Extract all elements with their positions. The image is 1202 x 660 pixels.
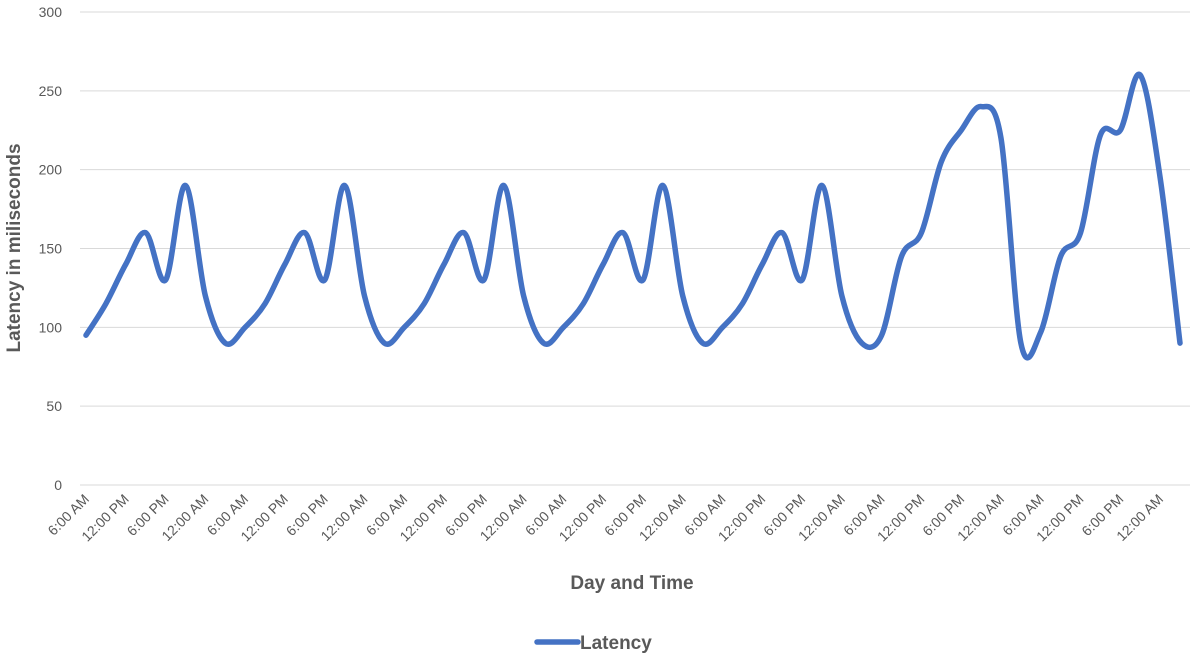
y-tick-label: 200	[39, 162, 63, 178]
y-tick-label: 250	[39, 83, 63, 99]
x-axis-title: Day and Time	[570, 573, 693, 594]
y-tick-label: 50	[46, 398, 62, 414]
y-tick-label: 100	[39, 319, 63, 335]
y-tick-label: 300	[39, 4, 63, 20]
legend-label: Latency	[580, 633, 652, 654]
series-line	[83, 71, 1183, 361]
y-tick-label: 150	[39, 241, 63, 257]
y-tick-label: 0	[54, 477, 62, 493]
y-axis-title: Latency in miliseconds	[4, 143, 25, 352]
